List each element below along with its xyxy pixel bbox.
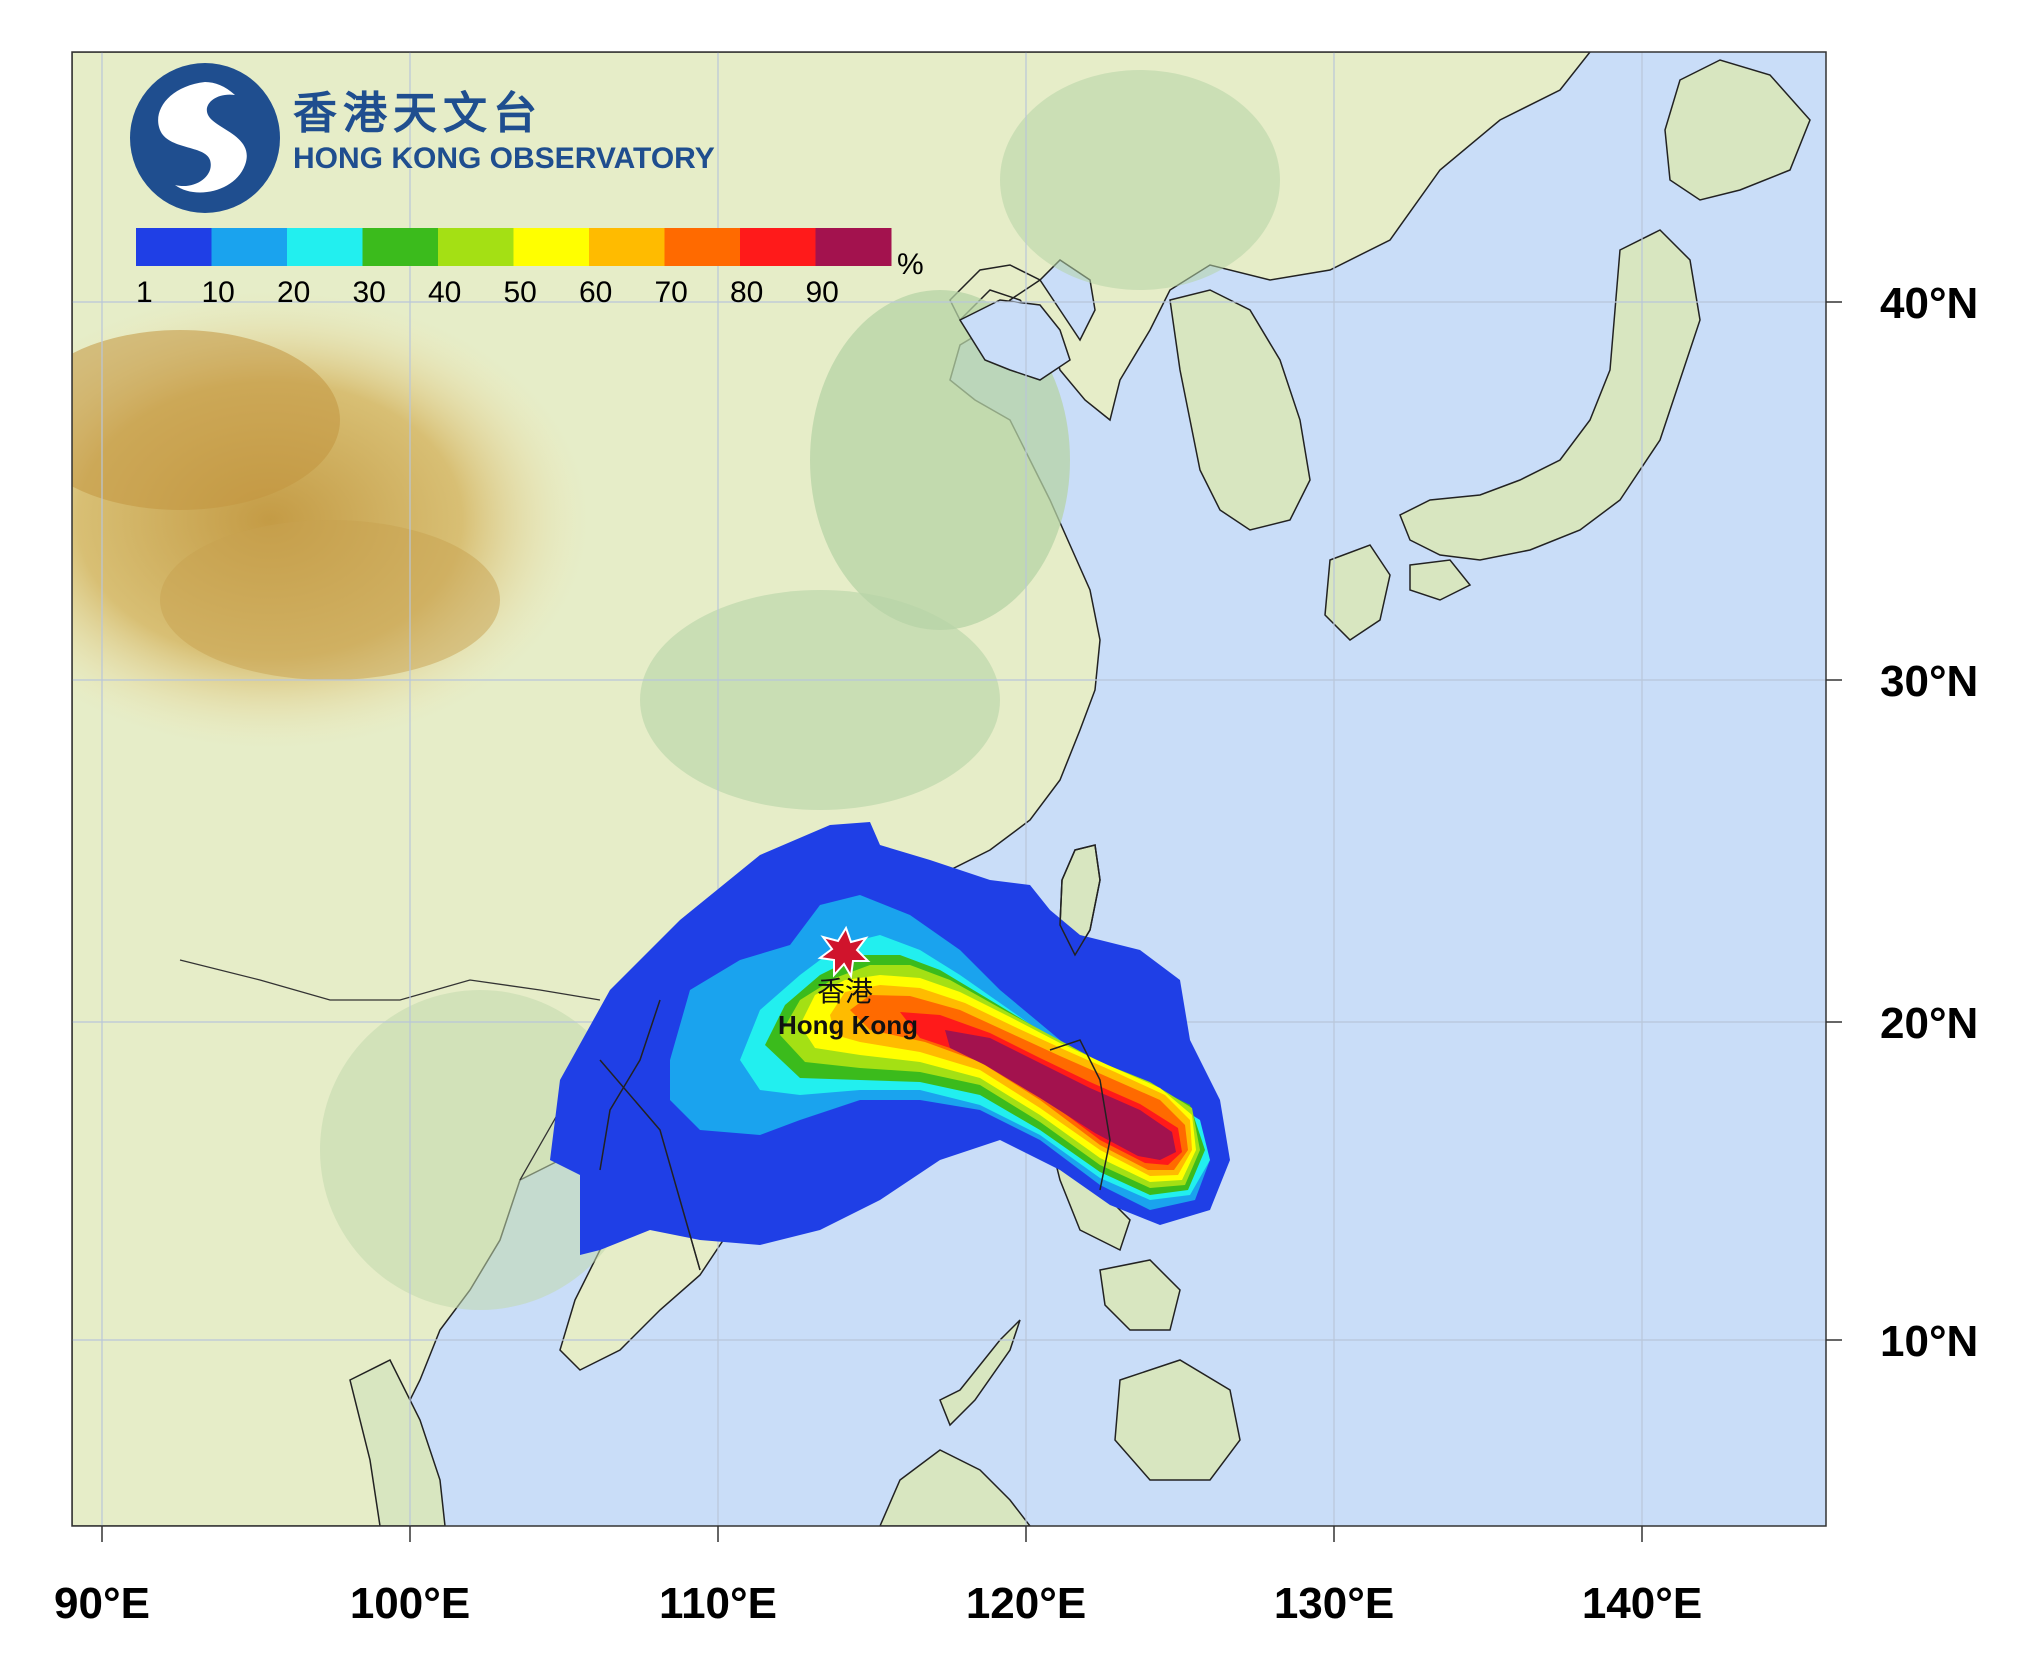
map-area [72,52,1826,1526]
legend-tick-label: 50 [504,276,537,309]
star-marker-icon [817,925,871,980]
hong-kong-label-en: Hong Kong [778,1010,918,1040]
land-japan-shikoku [1409,559,1472,601]
hko-logo: 香港天文台 HONG KONG OBSERVATORY [130,63,715,213]
legend-swatch-10 [815,228,892,266]
legend-swatch-2 [211,228,288,266]
lat-label: 30°N [1880,657,1978,706]
legend-tick-label: 20 [277,276,310,309]
legend-swatch-9 [740,228,816,266]
swath-band-10 [945,1030,1176,1160]
hko-emblem-swirl [158,82,247,193]
lon-label: 130°E [1274,1579,1394,1628]
lowland-indochina [320,990,640,1310]
lon-label: 100°E [350,1579,470,1628]
hong-kong-label-zh: 香港 [817,975,873,1008]
map-border [71,51,1827,1527]
legend-swatch-7 [589,228,665,266]
legend-swatch-5 [438,228,514,266]
land-palawan [939,1319,1021,1427]
probability-swath [550,822,1230,1255]
lowland-north-china [810,290,1070,630]
legend-tick-label: 1 [136,276,153,309]
land-mindanao [1114,1359,1241,1481]
legend-tick-label: 10 [202,276,235,309]
land-korea [1169,289,1311,531]
lon-label: 110°E [659,1579,777,1628]
land-borneo [879,1449,1031,1526]
latitude-axis: 40°N 30°N 20°N 10°N [1826,279,1978,1366]
plateau-relief-2 [72,330,340,510]
lowland-manchuria [1000,70,1280,290]
plateau-relief-3 [160,520,500,680]
lat-label: 10°N [1880,1317,1978,1366]
lat-label: 20°N [1880,999,1978,1048]
lon-label: 140°E [1582,1579,1702,1628]
lat-label: 40°N [1880,279,1978,328]
legend-swatch-4 [362,228,439,266]
logo-title-zh: 香港天文台 [293,88,543,139]
coastline-overlay [599,844,1111,1271]
legend-swatch-8 [664,228,741,266]
legend-unit: % [897,248,924,281]
legend-swatch-3 [287,228,363,266]
legend-tick-label: 90 [806,276,839,309]
legend-swatch-6 [513,228,590,266]
land-japan-hokkaido [1664,59,1811,201]
land-japan-kyushu [1324,544,1391,641]
legend-tick-label: 80 [730,276,763,309]
hong-kong-marker: 香港 Hong Kong [778,925,918,1040]
probability-legend: % 1 10 20 30 40 50 60 70 80 90 [136,228,924,309]
lowland-south-china [640,590,1000,810]
land-visayas [1099,1259,1181,1331]
legend-tick-label: 40 [428,276,461,309]
legend-swatch-1 [136,228,212,266]
longitude-axis: 90°E 100°E 110°E 120°E 130°E 140°E [54,1526,1702,1628]
legend-tick-label: 60 [579,276,612,309]
lon-label: 120°E [966,1579,1086,1628]
legend-tick-label: 70 [655,276,688,309]
legend-tick-label: 30 [353,276,386,309]
land-malay [349,1358,446,1526]
lon-label: 90°E [54,1579,150,1628]
logo-title-en: HONG KONG OBSERVATORY [293,142,715,175]
land-japan-honshu [1399,229,1701,561]
